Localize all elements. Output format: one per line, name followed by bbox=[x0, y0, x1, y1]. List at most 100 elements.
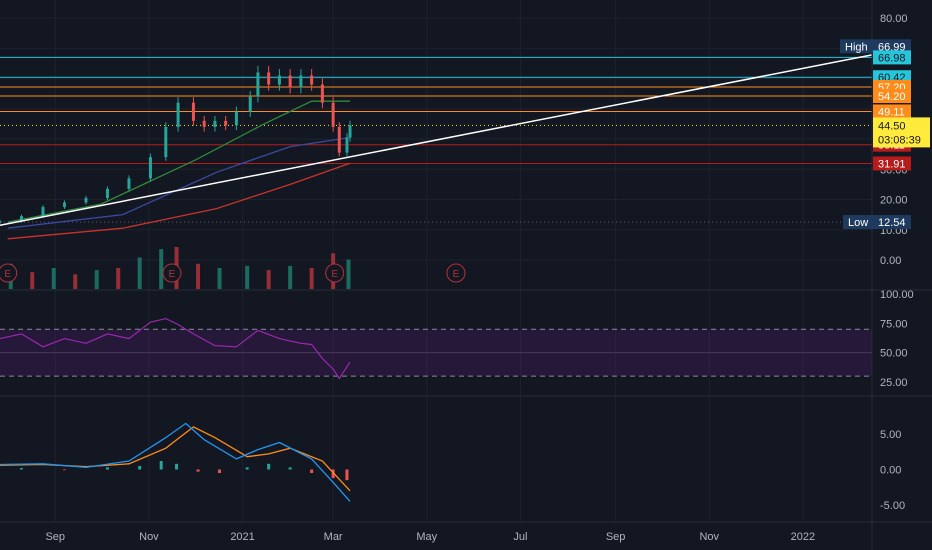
time-tick-label-5: Jul bbox=[513, 531, 527, 543]
rsi-tick-label-2: 50.00 bbox=[880, 348, 908, 360]
trendline-line bbox=[0, 54, 873, 226]
macd-tick-label-2: -5.00 bbox=[880, 500, 905, 512]
time-tick-label-2: 2021 bbox=[230, 531, 254, 543]
level-label-6-bg bbox=[873, 156, 911, 171]
earnings-label-1: E bbox=[169, 269, 176, 280]
level-label-4-bg bbox=[873, 104, 911, 119]
macd-histogram-bar-4 bbox=[159, 460, 163, 470]
candle-body-4 bbox=[84, 197, 88, 203]
rsi-tick-label-0: 100.00 bbox=[880, 289, 914, 301]
macd-histogram-bar-7 bbox=[218, 469, 222, 474]
candle-body-20 bbox=[299, 75, 303, 88]
high-value-label: 66.99 bbox=[878, 41, 906, 53]
level-label-6: 31.91 bbox=[878, 158, 906, 170]
candle-body-15 bbox=[248, 96, 252, 112]
moving-average-line-0 bbox=[7, 100, 350, 223]
earnings-label-0: E bbox=[4, 269, 11, 280]
candle-body-6 bbox=[127, 178, 131, 189]
macd-histogram-bar-6 bbox=[196, 469, 200, 472]
macd-histogram-bar-2 bbox=[105, 467, 109, 470]
low-value-label-bg bbox=[873, 215, 911, 230]
macd-histogram-bar-11 bbox=[310, 469, 314, 474]
volume-bar-4 bbox=[94, 270, 99, 289]
volume-bar-14 bbox=[309, 268, 314, 289]
level-label-0: 66.98 bbox=[878, 52, 906, 64]
candle-body-9 bbox=[176, 102, 180, 127]
candle-body-3 bbox=[62, 202, 66, 208]
candle-body-16 bbox=[256, 72, 260, 97]
time-tick-label-0: Sep bbox=[45, 531, 65, 543]
current-price-label: 44.50 bbox=[878, 120, 906, 132]
macd-tick-label-0: 5.00 bbox=[880, 429, 901, 441]
time-tick-label-3: Mar bbox=[324, 531, 343, 543]
volume-bar-13 bbox=[288, 265, 293, 289]
macd-histogram-bar-10 bbox=[288, 467, 292, 470]
moving-averages bbox=[7, 100, 351, 240]
volume-bar-3 bbox=[73, 274, 78, 289]
candle-body-2 bbox=[41, 207, 45, 217]
volume-bar-7 bbox=[159, 249, 164, 289]
candle-body-7 bbox=[148, 157, 152, 179]
candle-body-18 bbox=[277, 75, 281, 85]
time-axis[interactable]: Sep Nov 2021 Mar May Jul Sep Nov 2022 bbox=[45, 531, 815, 543]
horizontal-levels bbox=[0, 56, 872, 223]
rsi-tick-label-3: 25.00 bbox=[880, 377, 908, 389]
rsi-pane[interactable] bbox=[0, 317, 872, 380]
candle-body-10 bbox=[191, 102, 195, 121]
time-tick-label-7: Nov bbox=[699, 531, 719, 543]
level-label-4: 49.11 bbox=[878, 106, 905, 118]
volume-bar-2 bbox=[51, 268, 56, 289]
candle-body-12 bbox=[213, 120, 217, 127]
candle-body-5 bbox=[105, 188, 109, 198]
price-tick-label-8: 0.00 bbox=[880, 255, 901, 267]
candle-body-25 bbox=[345, 137, 349, 153]
macd-pane[interactable] bbox=[0, 422, 351, 502]
volume-bar-9 bbox=[196, 263, 201, 289]
time-tick-label-6: Sep bbox=[606, 531, 626, 543]
candle-body-0 bbox=[0, 221, 2, 223]
candle-body-14 bbox=[234, 111, 238, 126]
price-labels: High66.9966.9860.4257.2054.2049.1138.113… bbox=[840, 39, 930, 230]
candle-body-13 bbox=[224, 120, 228, 126]
candle-body-22 bbox=[320, 84, 324, 103]
high-tag-bg bbox=[840, 39, 874, 54]
macd-histogram-bar-13 bbox=[345, 469, 349, 481]
earnings-label-3: E bbox=[453, 269, 460, 280]
candle-body-17 bbox=[267, 72, 271, 85]
rsi-line bbox=[0, 317, 351, 380]
macd-histogram-bar-9 bbox=[267, 463, 271, 470]
macd-tick-label-1: 0.00 bbox=[880, 465, 901, 477]
volume-bar-1 bbox=[30, 272, 35, 289]
volume-bar-5 bbox=[116, 268, 121, 289]
candle-body-26 bbox=[348, 125, 352, 138]
volume-bar-12 bbox=[266, 270, 271, 289]
earnings-marker-2 bbox=[325, 263, 345, 283]
macd-histogram-bar-8 bbox=[245, 467, 249, 470]
candle-body-23 bbox=[331, 102, 335, 127]
volume-bar-10 bbox=[217, 268, 222, 289]
candle-body-19 bbox=[288, 75, 292, 88]
low-tag: Low bbox=[848, 217, 868, 229]
current-price-bg bbox=[873, 117, 930, 148]
time-tick-label-8: 2022 bbox=[791, 531, 815, 543]
candle-body-24 bbox=[337, 126, 341, 153]
trendline[interactable] bbox=[0, 54, 873, 226]
candlesticks[interactable] bbox=[0, 65, 352, 224]
macd-histogram-bar-3 bbox=[138, 465, 142, 470]
rsi-tick-label-1: 75.00 bbox=[880, 318, 908, 330]
current-price-countdown: 03:08:39 bbox=[878, 134, 921, 146]
candle-body-8 bbox=[164, 126, 168, 158]
volume-bar-6 bbox=[137, 257, 142, 289]
price-tick-label-6: 20.00 bbox=[880, 195, 908, 207]
moving-average-line-1 bbox=[7, 136, 351, 229]
macd-histogram-bar-0 bbox=[19, 468, 23, 470]
level-label-3: 54.20 bbox=[878, 91, 906, 103]
level-label-0-bg bbox=[873, 50, 911, 65]
earnings-marker-0 bbox=[0, 263, 18, 283]
price-tick-label-0: 80.00 bbox=[880, 13, 908, 25]
volume-bar-16 bbox=[346, 259, 351, 289]
